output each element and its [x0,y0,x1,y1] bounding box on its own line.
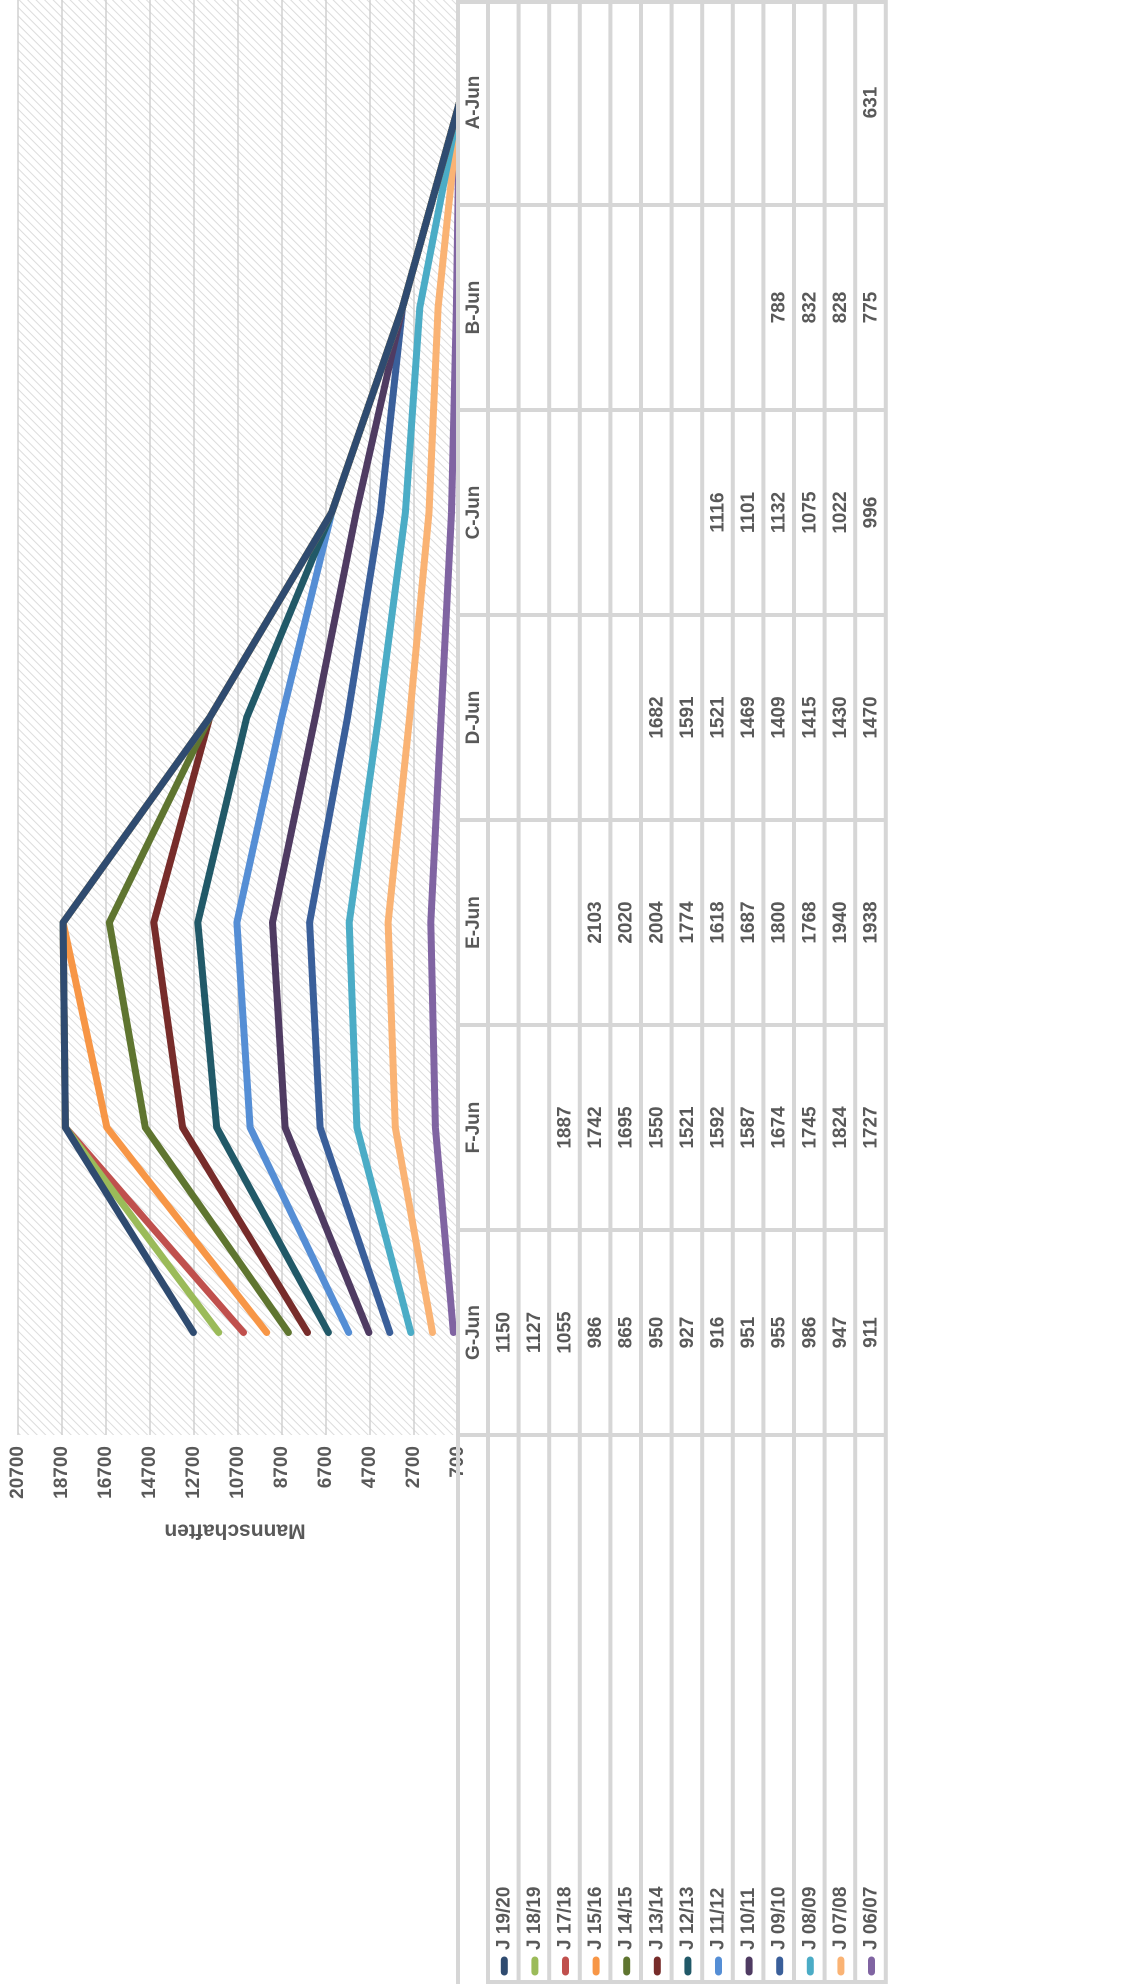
table-value: 832 [799,292,820,324]
table-value: 927 [677,1317,698,1349]
category-label: B-Jun [463,281,484,335]
table-value: 1695 [616,1106,637,1149]
y-tick-label: 8700 [271,1446,292,1488]
table-value: 1022 [830,491,851,533]
category-label: F-Jun [463,1102,484,1154]
legend-label: J 12/13 [677,1887,698,1950]
table-value: 2103 [585,901,606,943]
y-tick-label: 16700 [95,1446,116,1499]
table-value: 1055 [555,1311,576,1354]
legend-label: J 17/18 [555,1887,576,1950]
table-value: 1521 [677,1106,698,1149]
category-label: C-Jun [463,486,484,540]
table-value: 1075 [799,491,820,534]
legend-label: J 13/14 [646,1886,667,1950]
legend-label: J 18/19 [524,1887,545,1950]
series-line [384,99,460,1336]
legend-label: J 10/11 [738,1887,759,1950]
legend-label: J 11/12 [708,1888,729,1950]
table-value: 1687 [738,901,759,943]
table-value: 1940 [830,901,851,943]
legend-label: J 14/15 [616,1886,637,1950]
table-value: 955 [769,1316,790,1348]
category-label: D-Jun [463,691,484,745]
lines [59,99,460,1336]
y-tick-label: 20700 [7,1446,28,1499]
y-axis-title: Mannschaften [164,1519,305,1542]
legend-label: J 19/20 [493,1887,514,1950]
table-value: 1430 [830,696,851,738]
table-value: 1682 [646,696,667,738]
table-value: 1127 [524,1312,545,1353]
table-value: 775 [861,291,882,323]
table-value: 1674 [769,1106,790,1149]
table-value: 1727 [861,1106,882,1148]
table-value: 916 [708,1317,729,1349]
table-value: 1774 [677,901,698,944]
table-value: 1415 [799,696,820,739]
table-value: 1768 [799,901,820,943]
table-value: 1469 [738,696,759,738]
table-value: 947 [830,1317,851,1349]
y-tick-label: 12700 [183,1446,204,1499]
table-value: 911 [861,1317,882,1348]
series-line [59,99,460,1336]
table-value: 1150 [493,1312,514,1353]
table-value: 950 [646,1317,667,1349]
legend-label: J 07/08 [830,1887,851,1950]
table-value: 1800 [769,901,790,943]
table-value: 1887 [555,1106,576,1148]
category-label: A-Jun [463,76,484,130]
table-value: 986 [585,1317,606,1349]
y-tick-label: 14700 [139,1446,160,1499]
table-value: 1101 [738,491,759,533]
table-value: 1521 [708,696,729,739]
table-value: 631 [861,86,882,118]
table-value: 1824 [830,1106,851,1149]
table-value: 1938 [861,901,882,943]
table-value: 1409 [769,696,790,738]
table-value: 1550 [646,1106,667,1148]
rotated-chart: Mannschaften 700270047006700870010700127… [7,0,888,1984]
table-value: 1470 [861,696,882,738]
table-value: 1132 [769,492,790,533]
category-label: G-Jun [463,1305,484,1360]
legend-label: J 15/16 [585,1887,606,1950]
y-tick-label: 2700 [403,1446,424,1488]
table-value: 2020 [616,901,637,943]
category-label: E-Jun [463,896,484,949]
table-value: 951 [738,1316,759,1348]
table-value: 1592 [708,1106,729,1148]
table-value: 1745 [799,1106,820,1149]
table-value: 986 [799,1317,820,1349]
table-value: 865 [616,1316,637,1348]
legend-label: J 08/09 [799,1887,820,1950]
table-value: 1116 [708,492,729,532]
table-value: 996 [861,497,882,529]
table-value: 788 [769,292,790,324]
legend-label: J 06/07 [861,1887,882,1950]
table-value: 1591 [677,696,698,739]
table-value: 828 [830,292,851,324]
table-value: 1742 [585,1106,606,1148]
y-tick-label: 18700 [51,1446,72,1499]
table-value: 1587 [738,1106,759,1148]
series-line [345,99,460,1336]
table-value: 1618 [708,901,729,943]
table-value: 2004 [646,901,667,944]
y-tick-label: 10700 [227,1446,248,1499]
y-tick-label: 4700 [359,1446,380,1488]
legend-label: J 09/10 [769,1887,790,1950]
y-tick-label: 6700 [315,1446,336,1488]
